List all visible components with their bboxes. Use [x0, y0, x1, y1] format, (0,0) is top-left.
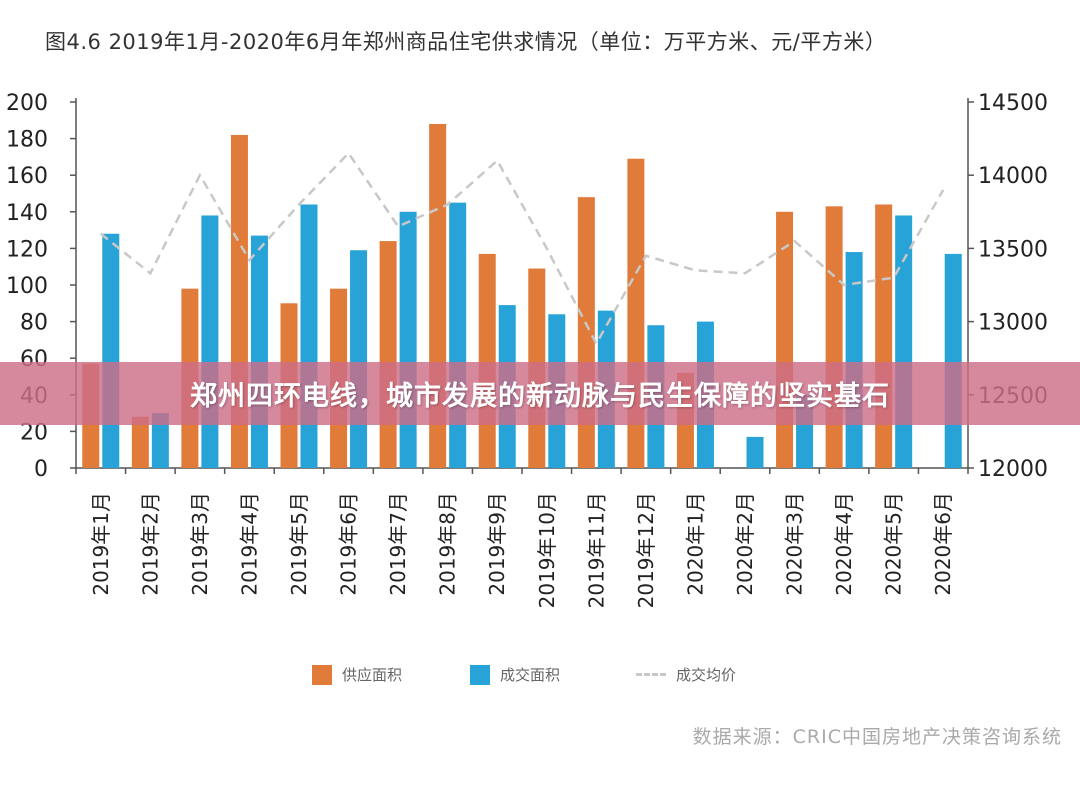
x-tick-label: 2019年8月 — [436, 492, 460, 596]
x-tick-label: 2020年5月 — [882, 492, 906, 596]
legend-item-price: 成交均价 — [636, 664, 736, 685]
y-tick-label-left: 80 — [20, 311, 48, 336]
x-tick-label: 2019年5月 — [287, 492, 311, 596]
bar-deal — [746, 436, 764, 468]
bar-deal — [399, 211, 417, 469]
y-tick-label-left: 100 — [6, 274, 48, 299]
bar-supply — [875, 204, 893, 469]
chart-title: 图4.6 2019年1月-2020年6月年郑州商品住宅供求情况（单位：万平方米、… — [45, 30, 887, 54]
y-tick-label-right: 14500 — [978, 91, 1048, 116]
x-tick-label: 2019年7月 — [386, 492, 410, 596]
x-tick-label: 2020年1月 — [683, 492, 707, 596]
y-tick-label-left: 0 — [34, 457, 48, 482]
bar-supply — [379, 241, 397, 468]
y-tick-label-right: 14000 — [978, 164, 1048, 189]
x-tick-label: 2019年12月 — [634, 492, 658, 608]
y-tick-label-right: 12000 — [978, 457, 1048, 482]
headline-text: 郑州四环电线，城市发展的新动脉与民生保障的坚实基石 — [190, 381, 890, 412]
x-tick-label: 2019年6月 — [337, 492, 361, 596]
x-tick-label: 2019年10月 — [535, 492, 559, 608]
x-tick-label: 2020年4月 — [832, 492, 856, 596]
x-tick-label: 2020年2月 — [733, 492, 757, 596]
bar-deal — [102, 233, 120, 468]
legend-label-supply: 供应面积 — [342, 666, 403, 684]
x-tick-label: 2019年2月 — [138, 492, 162, 596]
x-tick-label: 2019年4月 — [237, 492, 261, 596]
bar-deal — [151, 413, 169, 468]
bar-deal — [350, 250, 368, 468]
bar-deal — [449, 202, 467, 468]
y-tick-label-left: 180 — [6, 128, 48, 153]
y-tick-label-left: 120 — [6, 237, 48, 262]
legend-swatch-supply — [312, 664, 332, 685]
bar-deal — [201, 215, 219, 468]
bar-supply — [478, 253, 496, 468]
bar-deal — [944, 253, 962, 468]
x-tick-label: 2019年9月 — [485, 492, 509, 596]
bar-supply — [776, 211, 794, 469]
y-tick-label-right: 13500 — [978, 237, 1048, 262]
headline-banner: 郑州四环电线，城市发展的新动脉与民生保障的坚实基石 — [0, 362, 1080, 425]
x-tick-label: 2019年1月 — [89, 492, 113, 596]
legend-label-deal: 成交面积 — [500, 666, 561, 684]
x-tick-label: 2020年3月 — [783, 492, 807, 596]
legend-item-deal: 成交面积 — [470, 664, 560, 685]
line-price — [99, 151, 945, 347]
bar-deal — [895, 215, 913, 468]
legend-swatch-price — [636, 673, 666, 676]
y-tick-label-left: 200 — [6, 91, 48, 116]
bar-deal — [250, 235, 268, 468]
bar-supply — [577, 197, 595, 468]
bar-supply — [825, 206, 843, 468]
legend-label-price: 成交均价 — [676, 666, 737, 684]
y-tick-label-right: 13000 — [978, 311, 1048, 336]
y-tick-label-left: 140 — [6, 201, 48, 226]
legend-swatch-deal — [470, 664, 490, 685]
y-tick-label-left: 160 — [6, 164, 48, 189]
x-tick-label: 2019年11月 — [584, 492, 608, 608]
data-source: 数据来源：CRIC中国房地产决策咨询系统 — [692, 726, 1062, 748]
bar-deal — [300, 204, 318, 469]
x-tick-label: 2020年6月 — [931, 492, 955, 596]
legend-item-supply: 供应面积 — [312, 664, 402, 685]
legend: 供应面积 成交面积 成交均价 — [0, 664, 1080, 688]
x-tick-label: 2019年3月 — [188, 492, 212, 596]
bar-supply — [131, 416, 149, 468]
